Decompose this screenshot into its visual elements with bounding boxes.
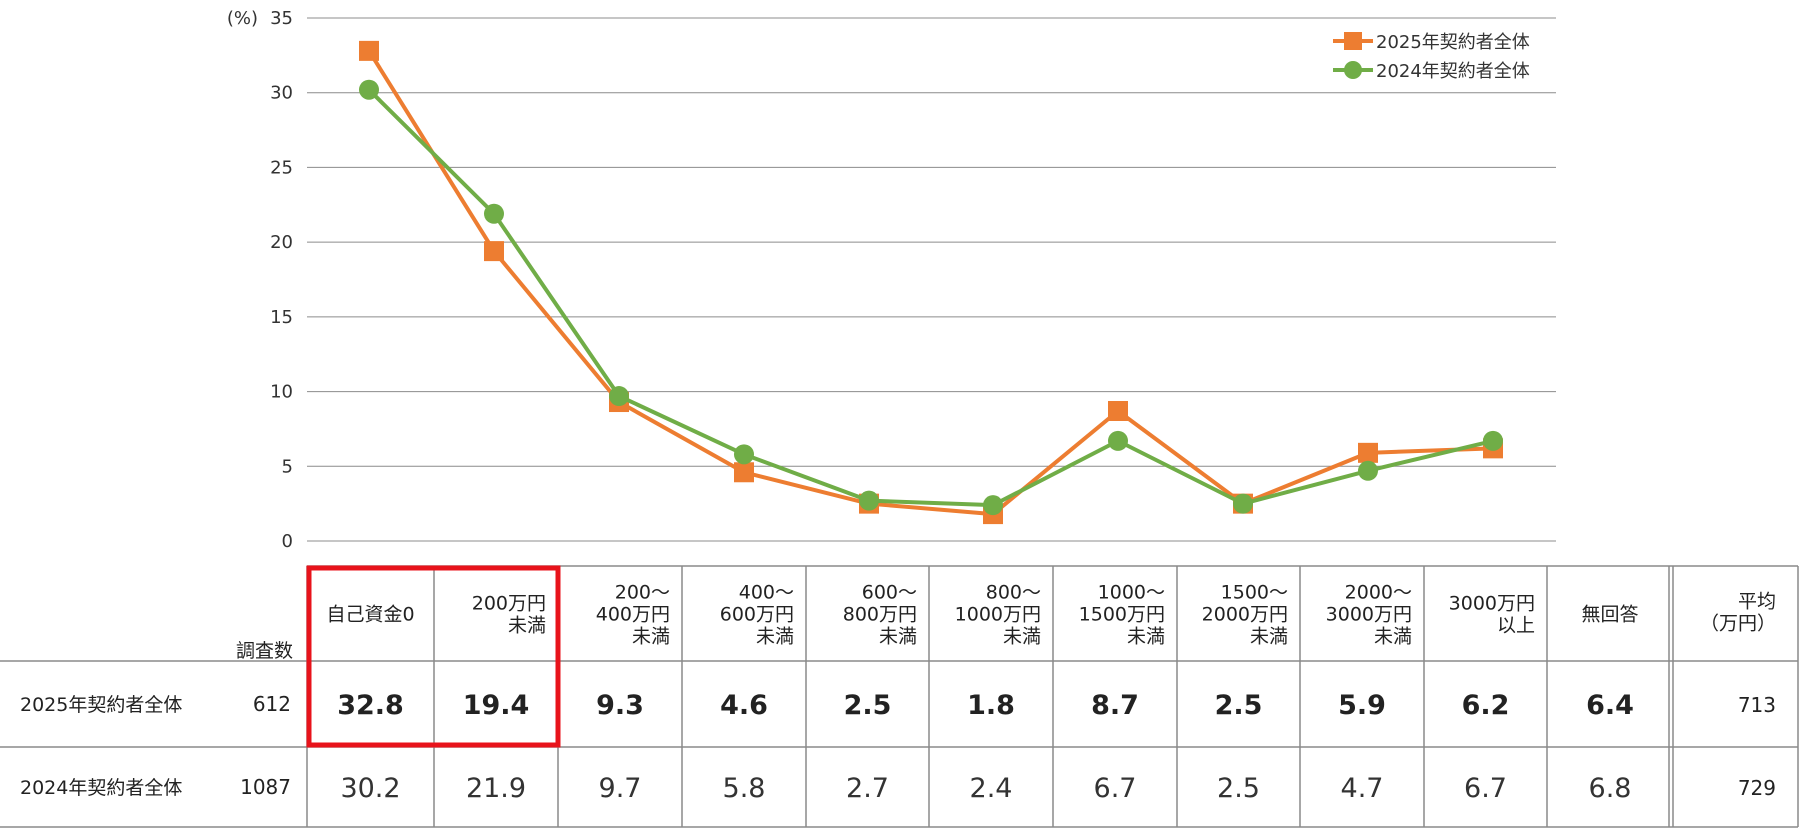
data-label: 21.9 (466, 773, 526, 804)
category-header: 3000万円以上 (1449, 593, 1535, 637)
legend-label: 2025年契約者全体 (1376, 32, 1530, 53)
data-label: 5.8 (723, 773, 766, 804)
data-point (983, 495, 1003, 516)
y-tick-label: 10 (270, 382, 293, 403)
table-grid (0, 565, 1799, 828)
y-tick-label: 20 (270, 232, 293, 253)
category-header: 200～ 400万円未満 (596, 582, 670, 648)
y-tick-label: 15 (270, 307, 293, 328)
y-tick-label: 35 (270, 8, 293, 29)
legend-label: 2024年契約者全体 (1376, 61, 1530, 82)
data-label: 2.5 (844, 690, 892, 721)
category-header: 800～ 1000万円未満 (955, 582, 1041, 648)
legend-marker (1344, 32, 1362, 50)
data-point (734, 444, 754, 465)
data-point (734, 462, 754, 483)
row-count: 1087 (240, 775, 291, 799)
y-tick-label: 0 (282, 531, 293, 552)
data-point (484, 203, 504, 224)
data-label: 6.7 (1094, 773, 1137, 804)
data-point (484, 241, 504, 262)
y-unit-label: (%) (227, 8, 258, 29)
row-average: 729 (1738, 776, 1776, 800)
table-cells: 自己資金0 200万円未満 200～ 400万円未満 400～ 600万円未満 600～ 80… (20, 582, 1776, 805)
data-point (1108, 400, 1128, 421)
data-point (1233, 493, 1253, 514)
category-header: 400～ 600万円未満 (720, 582, 794, 648)
data-label: 4.6 (720, 690, 768, 721)
data-point (609, 386, 629, 407)
data-label: 6.2 (1462, 690, 1510, 721)
category-header: 2000～ 3000万円未満 (1326, 582, 1412, 648)
data-point (859, 490, 879, 511)
data-label: 5.9 (1338, 690, 1386, 721)
highlight-box (306, 565, 561, 748)
data-label: 30.2 (340, 773, 400, 804)
count-header: 調査数 (236, 640, 293, 662)
data-label: 8.7 (1091, 690, 1139, 721)
data-label: 4.7 (1341, 773, 1384, 804)
data-label: 2.5 (1217, 773, 1260, 804)
data-point (1358, 442, 1378, 463)
data-label: 6.7 (1464, 773, 1507, 804)
series-lines (359, 40, 1503, 525)
data-point (1108, 430, 1128, 451)
data-label: 32.8 (337, 690, 404, 721)
gridlines: 0 5 10 15 20 25 30 35 (%) (227, 8, 1556, 552)
series-line-1 (367, 49, 1494, 517)
category-header: 600～ 800万円未満 (843, 582, 917, 648)
category-header: 自己資金0 (326, 604, 414, 626)
category-header: 200万円未満 (472, 593, 546, 637)
data-label: 9.7 (599, 773, 642, 804)
data-label: 6.8 (1589, 773, 1632, 804)
data-label: 1.8 (967, 690, 1015, 721)
y-tick-label: 30 (270, 83, 293, 104)
data-point (359, 79, 379, 100)
data-label: 2.5 (1215, 690, 1263, 721)
legend-marker (1344, 61, 1362, 79)
y-tick-label: 25 (270, 157, 293, 178)
data-label: 9.3 (596, 690, 644, 721)
row-label: 2025年契約者全体 (20, 694, 182, 716)
row-count: 612 (253, 692, 291, 716)
data-label: 19.4 (463, 690, 530, 721)
data-point (1358, 460, 1378, 481)
data-label: 2.7 (846, 773, 889, 804)
data-point (359, 40, 379, 61)
category-header: 1000～ 1500万円未満 (1079, 582, 1165, 648)
category-header: 1500～ 2000万円未満 (1202, 582, 1288, 648)
y-tick-label: 5 (282, 456, 293, 477)
series-line-2 (367, 88, 1494, 508)
legend: 2025年契約者全体 2024年契約者全体 (1333, 32, 1530, 82)
category-header: 無回答 (1581, 604, 1638, 626)
row-label: 2024年契約者全体 (20, 777, 182, 799)
data-label: 6.4 (1586, 690, 1634, 721)
average-header: 平均（万円） (1700, 591, 1776, 635)
data-label: 2.4 (970, 773, 1013, 804)
row-average: 713 (1738, 693, 1776, 717)
data-point (1483, 430, 1503, 451)
